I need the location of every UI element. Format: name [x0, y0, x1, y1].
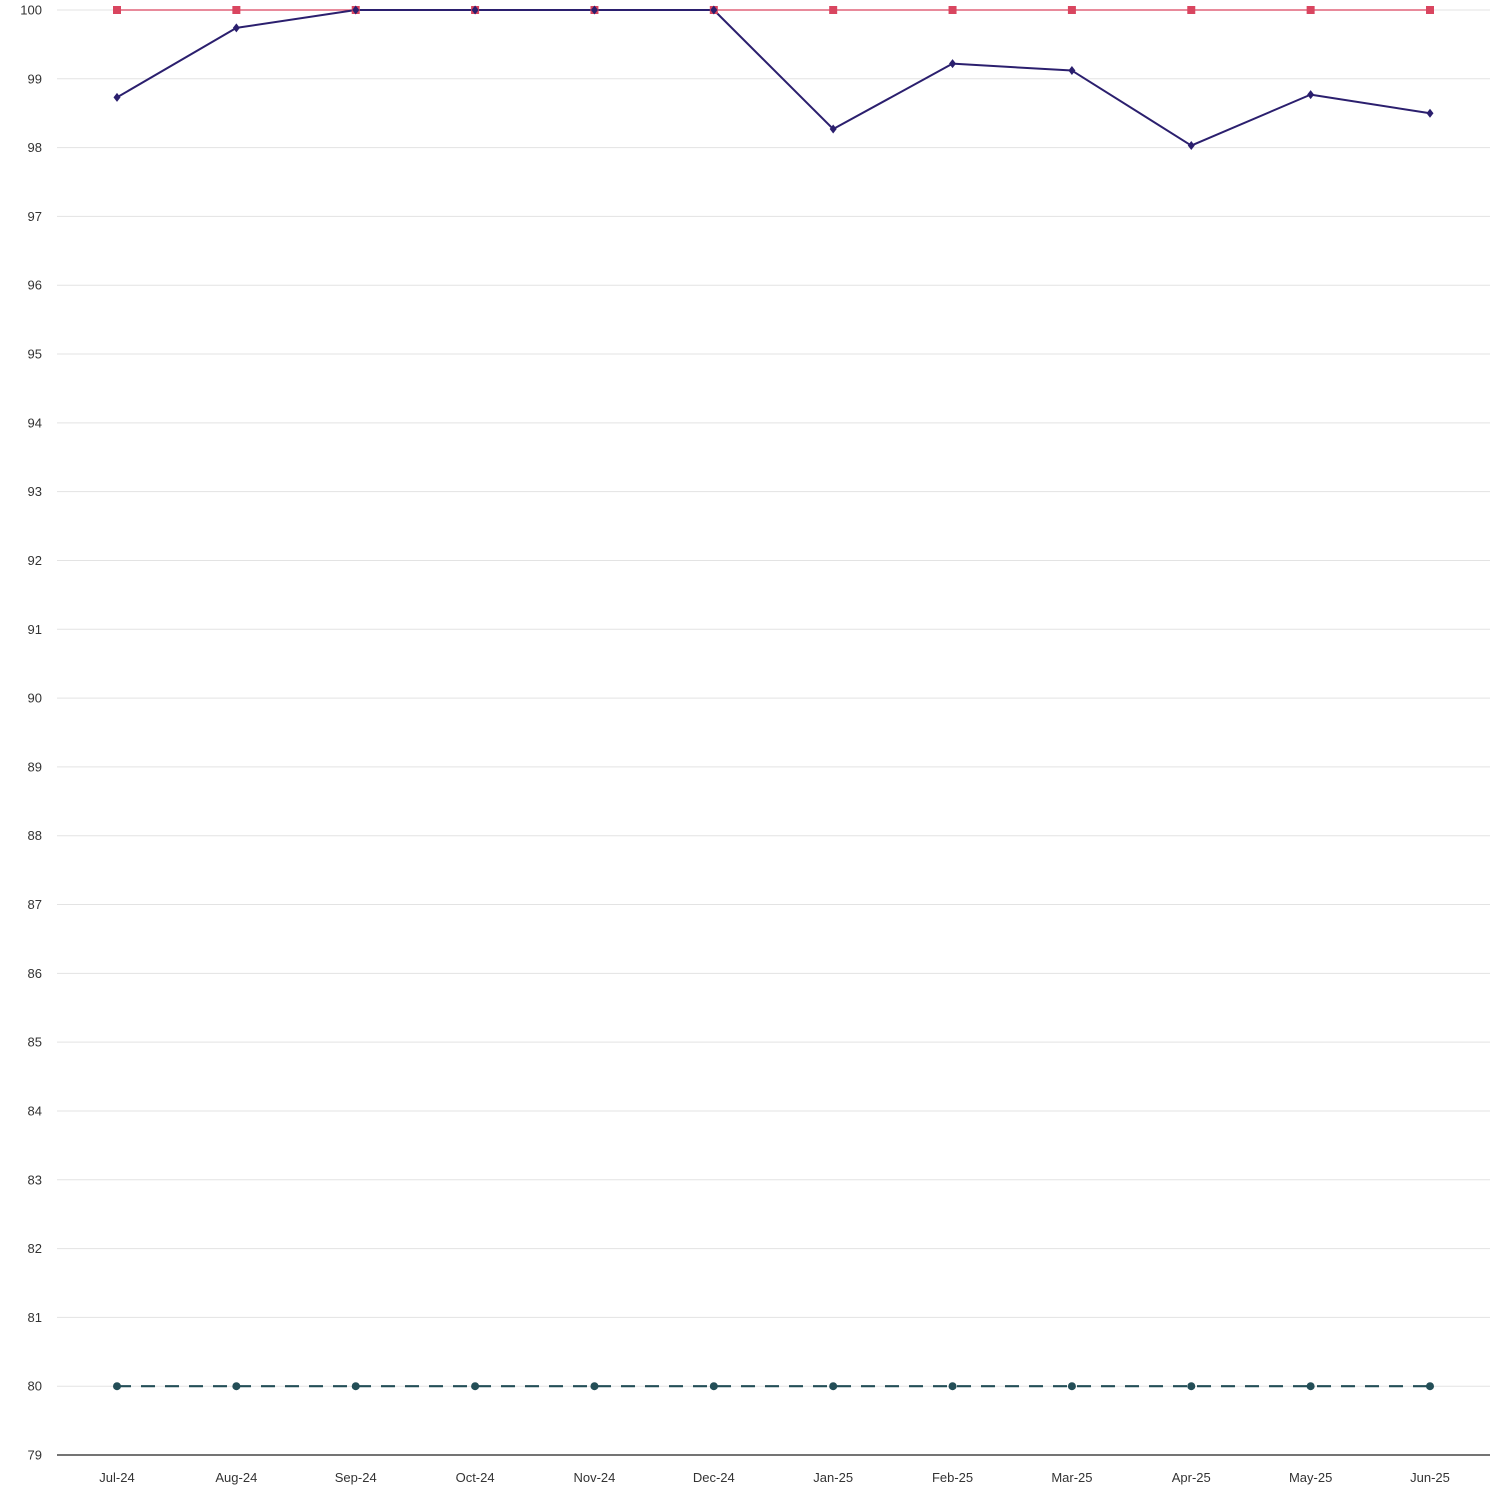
- y-tick-label: 79: [28, 1448, 42, 1463]
- x-tick-label: Dec-24: [693, 1470, 735, 1485]
- x-tick-label: Oct-24: [456, 1470, 495, 1485]
- series-2-point: [1187, 141, 1195, 151]
- x-tick-label: Sep-24: [335, 1470, 377, 1485]
- y-tick-label: 100: [20, 3, 42, 18]
- series-2-line: [116, 9, 1431, 147]
- series-3-point: [590, 1382, 599, 1391]
- x-tick-label: Mar-25: [1051, 1470, 1092, 1485]
- x-tick-label: Nov-24: [573, 1470, 615, 1485]
- series-2-point: [829, 124, 837, 134]
- y-tick-label: 88: [28, 828, 42, 843]
- series-3-point: [829, 1382, 838, 1391]
- series-2-point: [471, 5, 479, 15]
- x-tick-label: Apr-25: [1172, 1470, 1211, 1485]
- y-tick-label: 98: [28, 140, 42, 155]
- x-tick-label: Aug-24: [215, 1470, 257, 1485]
- y-tick-label: 90: [28, 691, 42, 706]
- series-1-point: [232, 6, 241, 14]
- y-tick-label: 84: [28, 1103, 42, 1118]
- x-tick-label: Jul-24: [99, 1470, 134, 1485]
- series-3-point: [351, 1382, 360, 1391]
- y-tick-label: 83: [28, 1172, 42, 1187]
- x-tick-label: Jun-25: [1410, 1470, 1450, 1485]
- series-3-point: [232, 1382, 241, 1391]
- y-tick-label: 96: [28, 278, 42, 293]
- y-tick-label: 86: [28, 966, 42, 981]
- y-tick-label: 94: [28, 415, 42, 430]
- series-1-point: [948, 6, 957, 14]
- series-1-point: [1426, 6, 1434, 14]
- series-2-point: [590, 5, 598, 15]
- series-2-point: [113, 92, 121, 102]
- y-tick-label: 91: [28, 622, 42, 637]
- y-tick-label: 95: [28, 347, 42, 362]
- series-2-point: [949, 59, 957, 69]
- series-2-point: [1426, 108, 1434, 118]
- series-3-point: [113, 1382, 121, 1391]
- y-tick-label: 80: [28, 1379, 42, 1394]
- y-tick-label: 82: [28, 1241, 42, 1256]
- series-2-point: [1307, 90, 1315, 100]
- x-tick-label: Jan-25: [813, 1470, 853, 1485]
- series-3-point: [1306, 1382, 1315, 1391]
- series-3-point: [471, 1382, 480, 1391]
- y-axis-ticks: 100 99 98 97 96 95 94 93 92 91 90 89 88 87 86 85 84 83 82 8…: [20, 3, 42, 1463]
- series-markers: [113, 5, 1434, 1391]
- gridlines: [57, 9, 1490, 1387]
- y-tick-label: 93: [28, 484, 42, 499]
- series-1-point: [1067, 6, 1076, 14]
- x-axis-ticks: Jul-24 Aug-24 Sep-24 Oct-24 Nov-24 Dec-24 Jan-…: [99, 1470, 1450, 1485]
- y-tick-label: 92: [28, 553, 42, 568]
- series-3-point: [1426, 1382, 1434, 1391]
- series-2-point: [1068, 66, 1076, 76]
- y-tick-label: 85: [28, 1035, 42, 1050]
- x-tick-label: Feb-25: [932, 1470, 973, 1485]
- y-tick-label: 97: [28, 209, 42, 224]
- series-1-point: [1187, 6, 1196, 14]
- series-2-point: [352, 5, 360, 15]
- x-tick-label: May-25: [1289, 1470, 1332, 1485]
- series-1-point: [113, 6, 121, 14]
- series-3-point: [1187, 1382, 1196, 1391]
- series-3-point: [709, 1382, 718, 1391]
- y-tick-label: 87: [28, 897, 42, 912]
- series-lines: [116, 9, 1431, 1388]
- series-3-point: [948, 1382, 957, 1391]
- y-tick-label: 99: [28, 71, 42, 86]
- series-1-point: [829, 6, 838, 14]
- y-tick-label: 89: [28, 759, 42, 774]
- series-1-point: [1306, 6, 1315, 14]
- series-2-point: [232, 23, 240, 33]
- y-tick-label: 81: [28, 1310, 42, 1325]
- series-3-point: [1067, 1382, 1076, 1391]
- series-2-point: [710, 5, 718, 15]
